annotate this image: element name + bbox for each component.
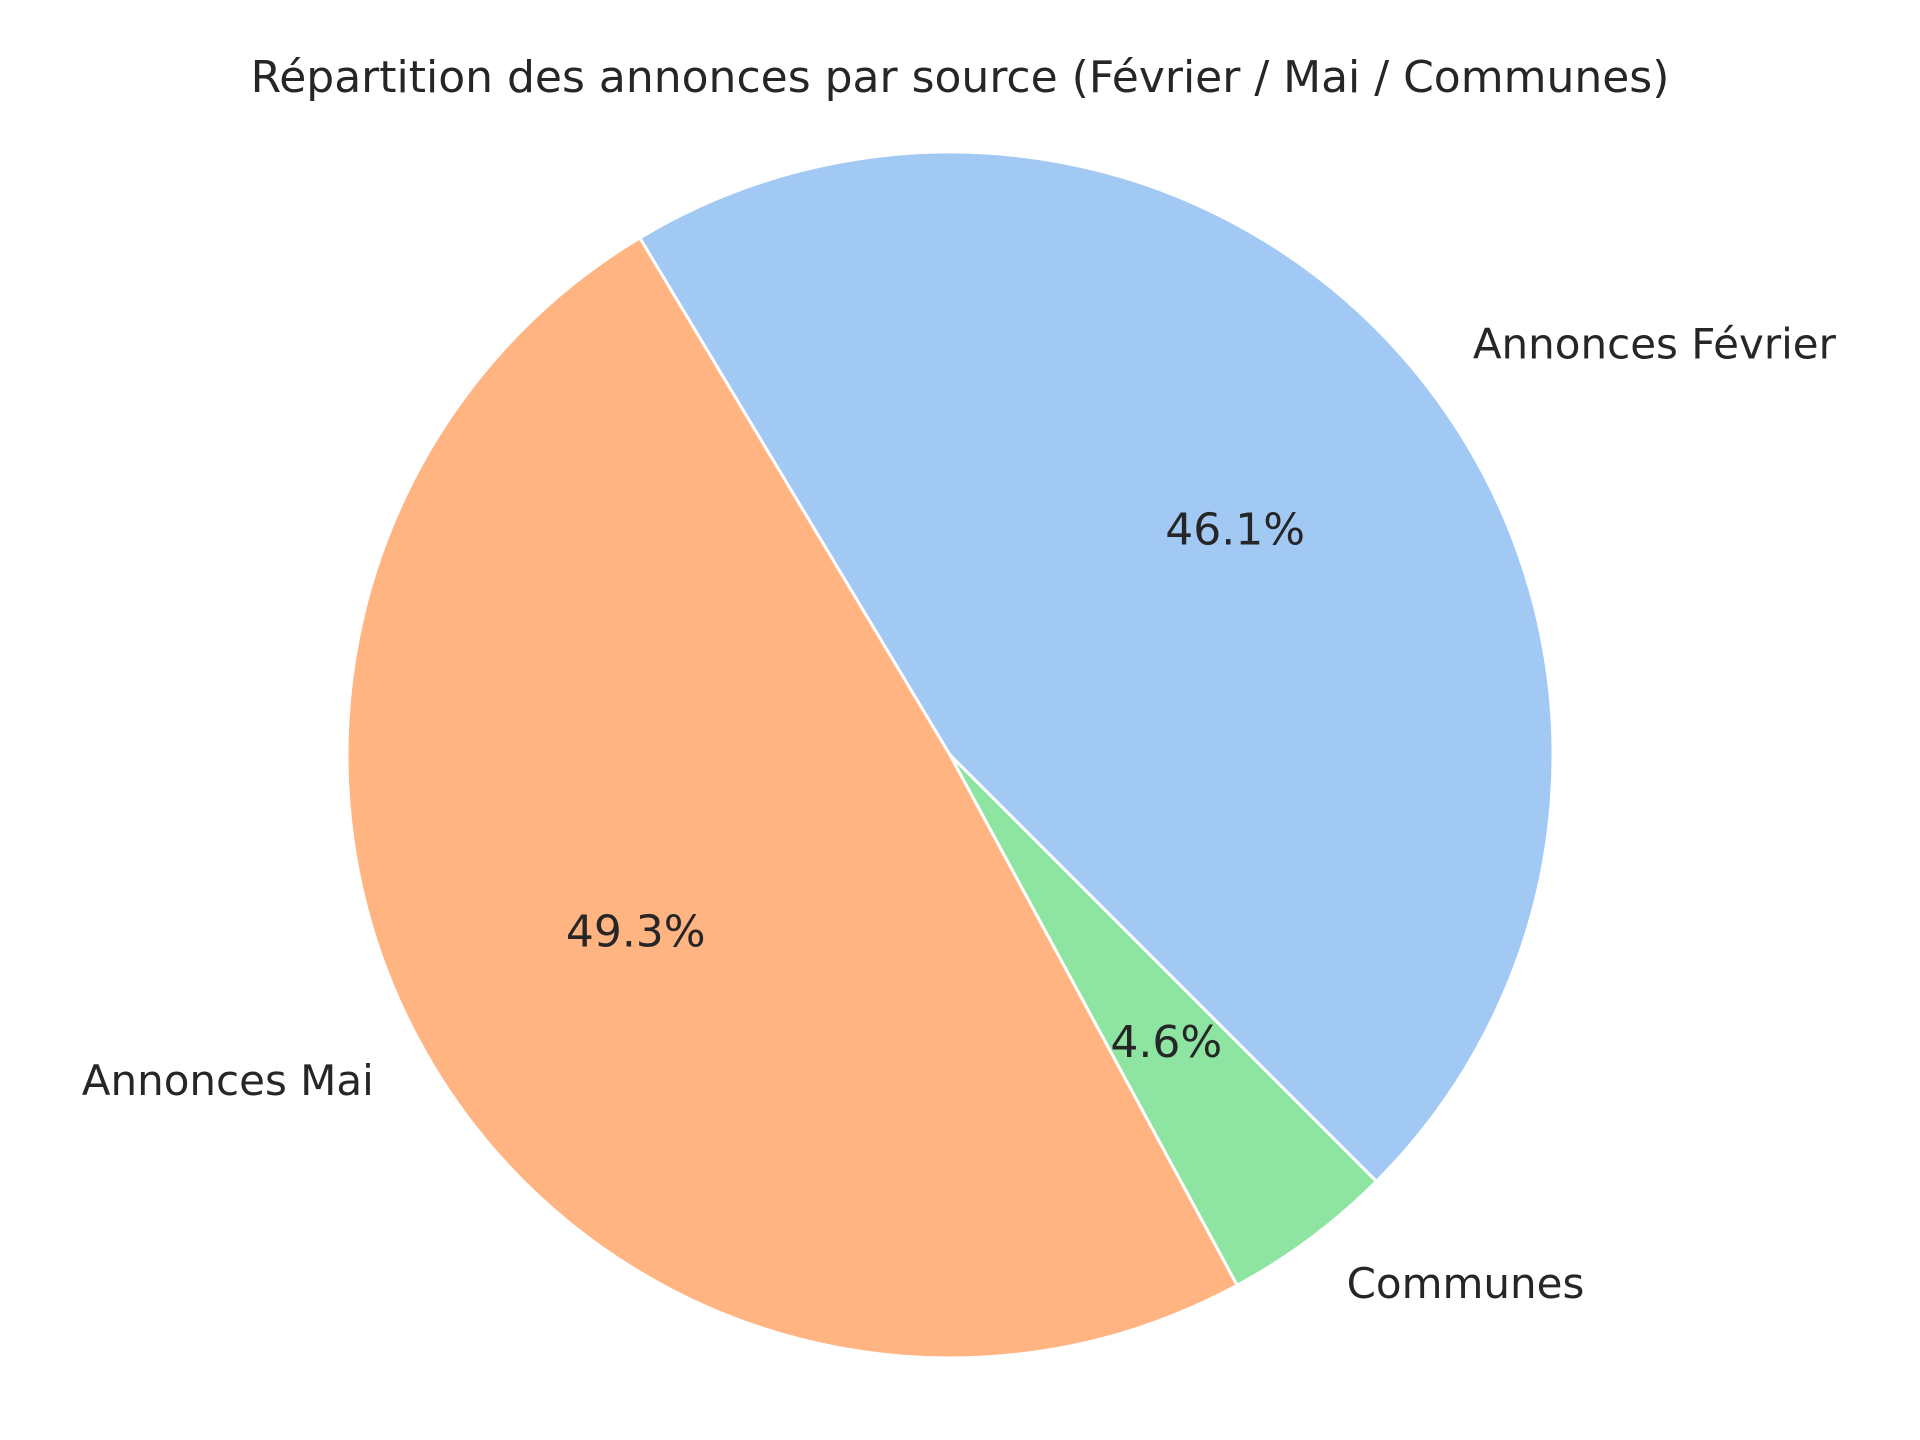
slice-percent-annonces-fevrier: 46.1%: [1165, 504, 1305, 555]
labels-group: Annonces Février 46.1% Annonces Mai 49.3% Co…: [82, 319, 1837, 1308]
pie-slice-communes: [948, 753, 1378, 1287]
chart-title: Répartition des annonces par source (Fév…: [251, 52, 1670, 103]
slice-label-annonces-mai: Annonces Mai: [82, 1056, 374, 1105]
slices-group: [345, 150, 1555, 1360]
slice-percent-communes: 4.6%: [1110, 1017, 1222, 1068]
slice-label-communes: Communes: [1347, 1259, 1585, 1308]
pie-slice-annonces-fevrier: [638, 150, 1555, 1183]
pie-slice-annonces-mai: [345, 236, 1239, 1360]
slice-percent-annonces-mai: 49.3%: [566, 906, 706, 957]
slice-label-annonces-fevrier: Annonces Février: [1473, 319, 1837, 368]
